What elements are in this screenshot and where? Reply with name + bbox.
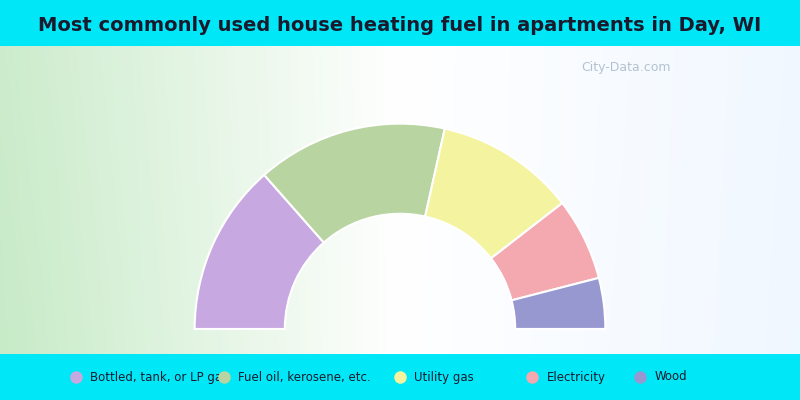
Text: Fuel oil, kerosene, etc.: Fuel oil, kerosene, etc. bbox=[238, 370, 371, 384]
Wedge shape bbox=[264, 124, 445, 242]
Text: City-Data.com: City-Data.com bbox=[581, 62, 670, 74]
Text: Bottled, tank, or LP gas: Bottled, tank, or LP gas bbox=[90, 370, 229, 384]
Text: Most commonly used house heating fuel in apartments in Day, WI: Most commonly used house heating fuel in… bbox=[38, 16, 762, 35]
Text: Wood: Wood bbox=[654, 370, 687, 384]
Text: Utility gas: Utility gas bbox=[414, 370, 474, 384]
Wedge shape bbox=[425, 128, 562, 258]
Wedge shape bbox=[491, 203, 599, 300]
Wedge shape bbox=[511, 278, 606, 329]
Text: Electricity: Electricity bbox=[546, 370, 606, 384]
Wedge shape bbox=[194, 175, 324, 329]
